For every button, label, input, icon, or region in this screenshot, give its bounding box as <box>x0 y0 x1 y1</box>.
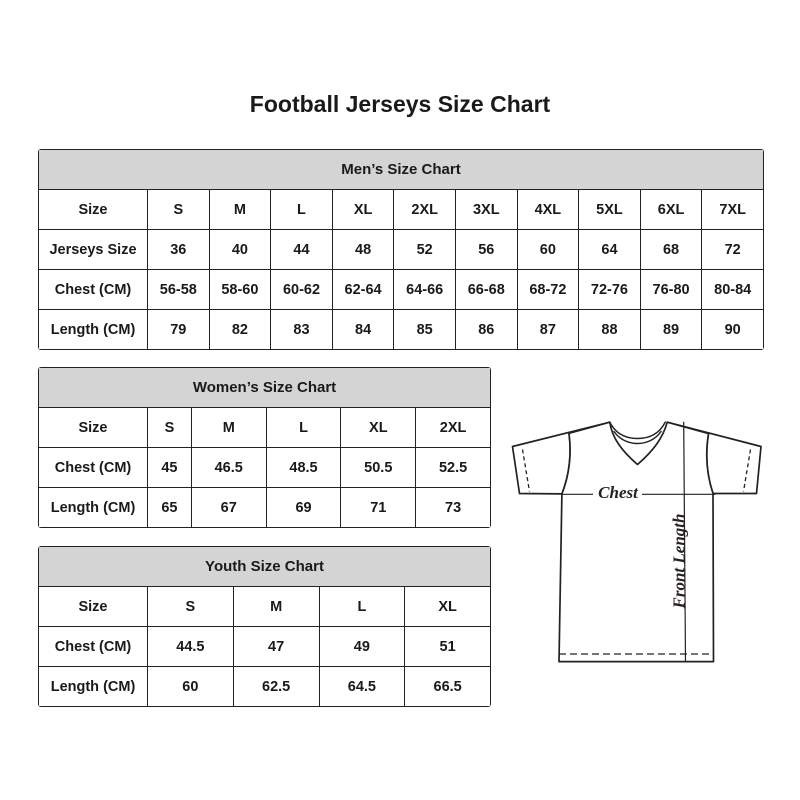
svg-text:Front Length: Front Length <box>670 514 689 610</box>
svg-text:Chest: Chest <box>598 483 639 502</box>
